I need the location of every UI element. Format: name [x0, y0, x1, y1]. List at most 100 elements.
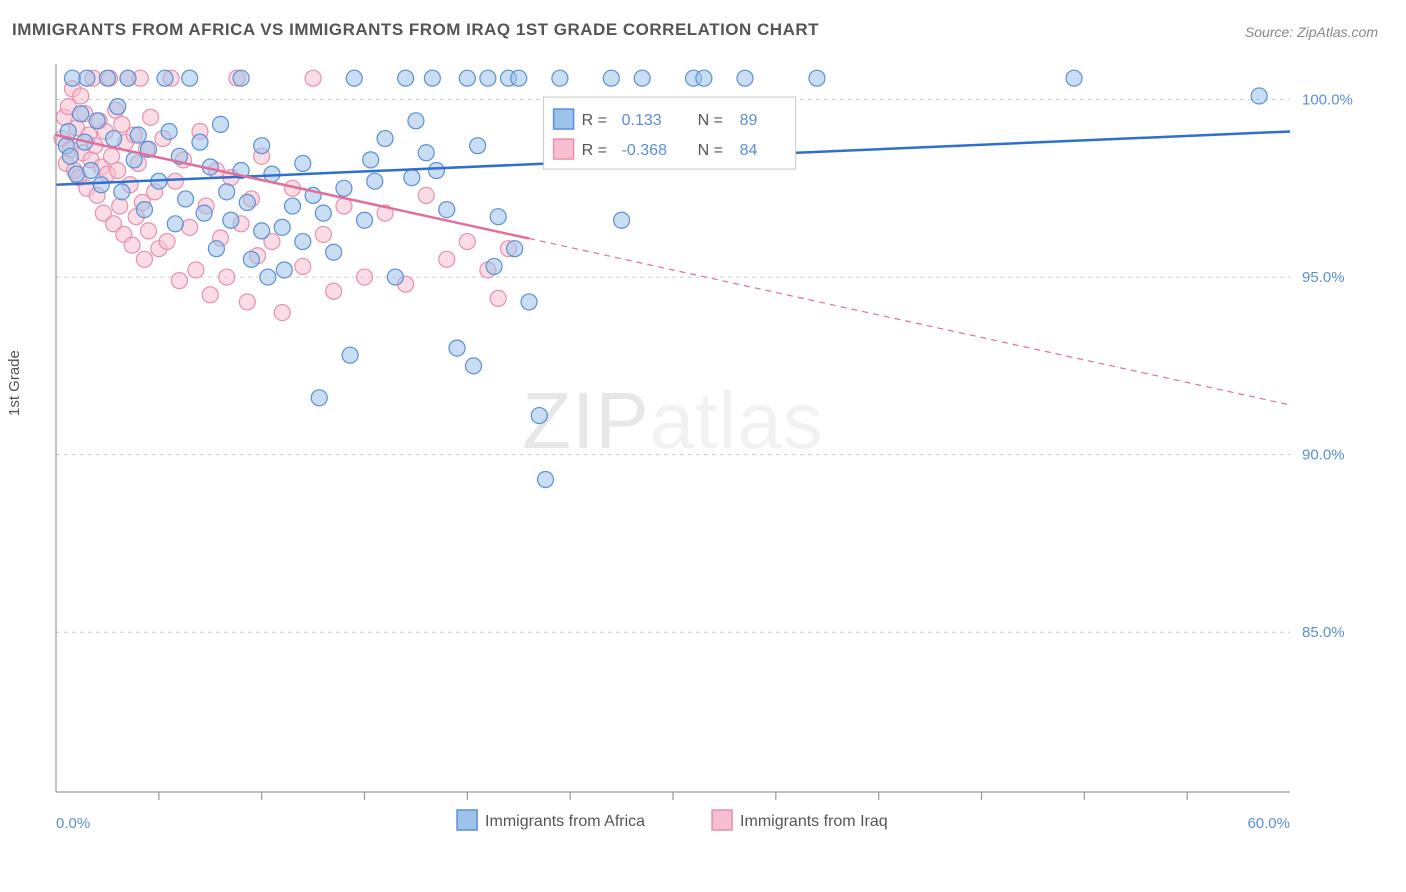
- scatter-point-africa: [254, 223, 270, 239]
- scatter-point-africa: [459, 70, 475, 86]
- legend-r-label: R =: [582, 112, 607, 129]
- scatter-point-africa: [315, 205, 331, 221]
- legend-r-label: R =: [582, 142, 607, 159]
- scatter-point-africa: [233, 70, 249, 86]
- scatter-point-africa: [295, 234, 311, 250]
- scatter-point-africa: [192, 134, 208, 150]
- scatter-point-africa: [69, 166, 85, 182]
- scatter-point-africa: [404, 170, 420, 186]
- scatter-point-africa: [408, 113, 424, 129]
- scatter-point-iraq: [112, 198, 128, 214]
- scatter-point-africa: [531, 408, 547, 424]
- scatter-point-africa: [157, 70, 173, 86]
- scatter-point-africa: [614, 212, 630, 228]
- scatter-point-africa: [295, 155, 311, 171]
- scatter-point-africa: [260, 269, 276, 285]
- scatter-point-africa: [398, 70, 414, 86]
- scatter-point-africa: [428, 163, 444, 179]
- scatter-point-africa: [110, 99, 126, 115]
- scatter-point-africa: [424, 70, 440, 86]
- scatter-point-africa: [537, 471, 553, 487]
- legend-n-label: N =: [698, 142, 723, 159]
- scatter-point-iraq: [171, 273, 187, 289]
- scatter-point-africa: [130, 127, 146, 143]
- scatter-point-africa: [480, 70, 496, 86]
- scatter-point-africa: [276, 262, 292, 278]
- scatter-point-africa: [387, 269, 403, 285]
- scatter-point-iraq: [418, 187, 434, 203]
- scatter-point-africa: [136, 202, 152, 218]
- scatter-point-africa: [603, 70, 619, 86]
- scatter-point-africa: [342, 347, 358, 363]
- y-tick-label: 85.0%: [1302, 624, 1345, 641]
- bottom-legend-label: Immigrants from Iraq: [740, 813, 888, 830]
- legend-n-value: 84: [740, 142, 758, 159]
- scatter-point-africa: [223, 212, 239, 228]
- scatter-point-africa: [182, 70, 198, 86]
- legend-swatch-iraq: [554, 139, 574, 159]
- scatter-point-iraq: [143, 109, 159, 125]
- scatter-point-iraq: [159, 234, 175, 250]
- scatter-point-iraq: [188, 262, 204, 278]
- scatter-point-africa: [89, 113, 105, 129]
- scatter-point-iraq: [73, 88, 89, 104]
- scatter-point-africa: [285, 198, 301, 214]
- scatter-point-africa: [167, 216, 183, 232]
- watermark: ZIPatlas: [522, 376, 823, 465]
- scatter-point-africa: [254, 138, 270, 154]
- bottom-legend-label: Immigrants from Africa: [485, 813, 645, 830]
- scatter-point-iraq: [239, 294, 255, 310]
- scatter-point-africa: [196, 205, 212, 221]
- scatter-point-iraq: [326, 283, 342, 299]
- scatter-point-africa: [346, 70, 362, 86]
- scatter-point-africa: [64, 70, 80, 86]
- legend-swatch-africa: [554, 109, 574, 129]
- y-tick-label: 100.0%: [1302, 92, 1353, 109]
- scatter-point-africa: [1066, 70, 1082, 86]
- scatter-point-iraq: [219, 269, 235, 285]
- scatter-point-iraq: [124, 237, 140, 253]
- scatter-point-africa: [178, 191, 194, 207]
- scatter-point-africa: [470, 138, 486, 154]
- scatter-point-iraq: [110, 163, 126, 179]
- scatter-point-africa: [99, 70, 115, 86]
- scatter-point-africa: [486, 258, 502, 274]
- scatter-point-iraq: [167, 173, 183, 189]
- scatter-point-africa: [1251, 88, 1267, 104]
- scatter-point-iraq: [490, 290, 506, 306]
- chart-svg: 85.0%90.0%95.0%100.0%ZIPatlas0.0%60.0%R …: [50, 58, 1370, 848]
- source-label: Source: ZipAtlas.com: [1245, 24, 1378, 40]
- x-tick-label: 60.0%: [1247, 815, 1290, 832]
- scatter-point-africa: [367, 173, 383, 189]
- scatter-point-africa: [93, 177, 109, 193]
- scatter-point-africa: [161, 123, 177, 139]
- legend-r-value: 0.133: [622, 112, 662, 129]
- y-axis-label: 1st Grade: [6, 350, 23, 416]
- scatter-point-iraq: [315, 226, 331, 242]
- scatter-point-africa: [274, 219, 290, 235]
- scatter-point-africa: [208, 241, 224, 257]
- scatter-point-africa: [213, 116, 229, 132]
- scatter-point-africa: [449, 340, 465, 356]
- scatter-point-africa: [62, 148, 78, 164]
- scatter-point-africa: [521, 294, 537, 310]
- y-tick-label: 90.0%: [1302, 447, 1345, 464]
- chart-title: IMMIGRANTS FROM AFRICA VS IMMIGRANTS FRO…: [12, 20, 819, 40]
- scatter-point-africa: [418, 145, 434, 161]
- legend-n-value: 89: [740, 112, 758, 129]
- scatter-point-africa: [490, 209, 506, 225]
- scatter-point-africa: [83, 163, 99, 179]
- scatter-point-africa: [466, 358, 482, 374]
- scatter-point-africa: [363, 152, 379, 168]
- legend-r-value: -0.368: [622, 142, 667, 159]
- scatter-point-africa: [552, 70, 568, 86]
- scatter-point-iraq: [459, 234, 475, 250]
- scatter-point-iraq: [104, 148, 120, 164]
- scatter-point-africa: [79, 70, 95, 86]
- scatter-point-africa: [239, 194, 255, 210]
- scatter-point-africa: [696, 70, 712, 86]
- bottom-legend: Immigrants from Africa Immigrants from Ir…: [457, 810, 888, 830]
- scatter-point-africa: [439, 202, 455, 218]
- bottom-legend-swatch-africa: [457, 810, 477, 830]
- scatter-point-iraq: [274, 305, 290, 321]
